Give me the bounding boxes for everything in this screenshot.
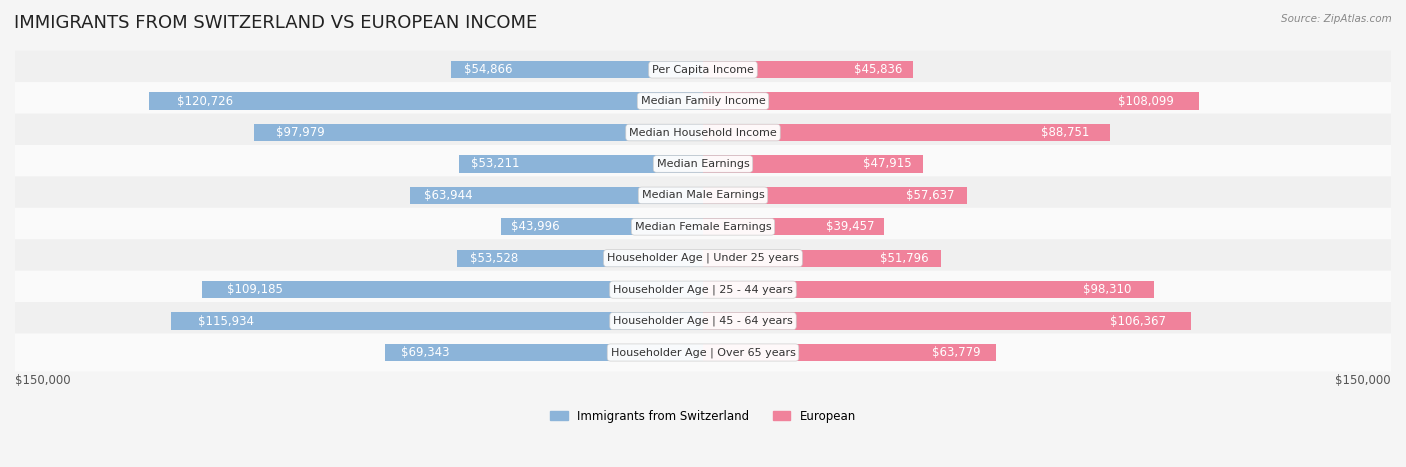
Text: Source: ZipAtlas.com: Source: ZipAtlas.com [1281,14,1392,24]
Bar [202,281,703,298]
Text: Median Family Income: Median Family Income [641,96,765,106]
Text: Householder Age | 25 - 44 years: Householder Age | 25 - 44 years [613,284,793,295]
Bar [451,61,703,78]
Text: Median Female Earnings: Median Female Earnings [634,222,772,232]
Text: Median Earnings: Median Earnings [657,159,749,169]
Text: $98,310: $98,310 [1083,283,1132,296]
FancyBboxPatch shape [15,82,1391,120]
Text: $45,836: $45,836 [855,63,903,76]
Bar [172,312,703,330]
Text: IMMIGRANTS FROM SWITZERLAND VS EUROPEAN INCOME: IMMIGRANTS FROM SWITZERLAND VS EUROPEAN … [14,14,537,32]
FancyBboxPatch shape [15,177,1391,214]
Text: Median Male Earnings: Median Male Earnings [641,191,765,200]
Bar [385,344,703,361]
Text: $115,934: $115,934 [198,315,254,327]
Bar [703,249,941,267]
Bar [149,92,703,110]
FancyBboxPatch shape [15,113,1391,152]
Bar [501,218,703,235]
Bar [409,187,703,204]
Bar [703,187,967,204]
FancyBboxPatch shape [15,208,1391,246]
FancyBboxPatch shape [15,271,1391,309]
FancyBboxPatch shape [15,333,1391,372]
Bar [703,61,914,78]
Text: $63,779: $63,779 [932,346,981,359]
Text: $39,457: $39,457 [827,220,875,234]
Text: $53,528: $53,528 [470,252,517,265]
Bar [703,156,922,173]
Text: $43,996: $43,996 [512,220,560,234]
FancyBboxPatch shape [15,239,1391,277]
Text: $54,866: $54,866 [464,63,512,76]
Text: $109,185: $109,185 [228,283,283,296]
Text: $120,726: $120,726 [177,95,233,107]
FancyBboxPatch shape [15,302,1391,340]
Bar [703,92,1199,110]
Text: $97,979: $97,979 [276,126,325,139]
Text: $47,915: $47,915 [863,157,911,170]
FancyBboxPatch shape [15,51,1391,89]
Bar [703,344,995,361]
Text: $108,099: $108,099 [1118,95,1174,107]
Bar [457,249,703,267]
Bar [703,218,884,235]
Bar [253,124,703,141]
Bar [703,312,1191,330]
Bar [703,124,1111,141]
Text: $69,343: $69,343 [401,346,450,359]
Bar [703,281,1154,298]
Text: $88,751: $88,751 [1042,126,1090,139]
FancyBboxPatch shape [15,145,1391,183]
Text: $51,796: $51,796 [880,252,929,265]
Text: Householder Age | 45 - 64 years: Householder Age | 45 - 64 years [613,316,793,326]
Text: $106,367: $106,367 [1111,315,1167,327]
Text: $53,211: $53,211 [471,157,520,170]
Text: $150,000: $150,000 [15,375,70,388]
Text: $150,000: $150,000 [1336,375,1391,388]
Text: Householder Age | Under 25 years: Householder Age | Under 25 years [607,253,799,263]
Text: $63,944: $63,944 [425,189,472,202]
Text: Householder Age | Over 65 years: Householder Age | Over 65 years [610,347,796,358]
Text: $57,637: $57,637 [905,189,955,202]
Text: Median Household Income: Median Household Income [628,127,778,138]
Bar [458,156,703,173]
Legend: Immigrants from Switzerland, European: Immigrants from Switzerland, European [546,405,860,427]
Text: Per Capita Income: Per Capita Income [652,65,754,75]
